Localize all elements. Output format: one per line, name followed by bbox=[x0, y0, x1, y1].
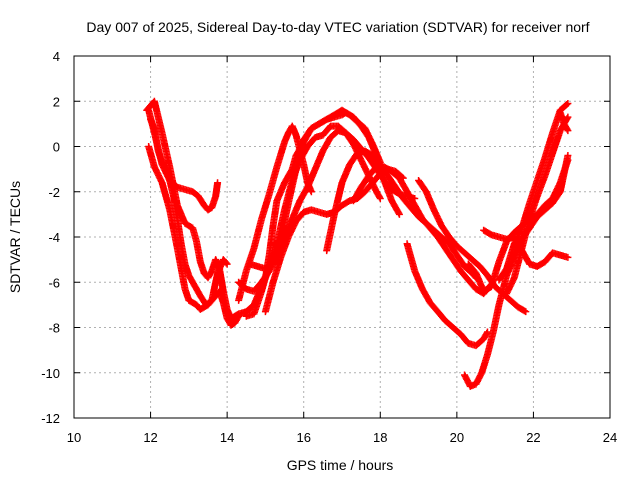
y-tick-label: -10 bbox=[41, 366, 60, 381]
data-point-track-2 bbox=[222, 259, 230, 267]
data-point-track-18 bbox=[564, 113, 572, 121]
y-tick-label: -4 bbox=[48, 230, 60, 245]
x-tick-label: 10 bbox=[67, 430, 81, 445]
x-tick-label: 12 bbox=[143, 430, 157, 445]
data-point-track-20 bbox=[564, 127, 572, 135]
y-tick-label: -8 bbox=[48, 321, 60, 336]
y-tick-label: 2 bbox=[53, 94, 60, 109]
data-point-track-5 bbox=[376, 195, 384, 203]
data-point-track-5 bbox=[376, 193, 384, 201]
grid-lines bbox=[74, 56, 610, 418]
y-tick-label: 4 bbox=[53, 49, 60, 64]
data-point-track-16 bbox=[522, 308, 530, 316]
data-points bbox=[143, 97, 572, 390]
x-tick-label: 16 bbox=[296, 430, 310, 445]
data-point-track-20 bbox=[563, 125, 571, 133]
data-point-track-13 bbox=[483, 329, 491, 337]
data-point-track-6 bbox=[395, 209, 403, 217]
plot-border bbox=[73, 55, 611, 419]
x-tick-label: 24 bbox=[603, 430, 617, 445]
data-point-track-10 bbox=[307, 188, 315, 196]
x-tick-label: 20 bbox=[450, 430, 464, 445]
y-tick-label: -6 bbox=[48, 275, 60, 290]
data-point-track-16 bbox=[520, 307, 528, 315]
x-tick-label: 18 bbox=[373, 430, 387, 445]
y-axis-title: SDTVAR / TECUs bbox=[7, 181, 23, 293]
data-point-track-1 bbox=[214, 179, 222, 187]
y-tick-label: -2 bbox=[48, 185, 60, 200]
data-point-track-2 bbox=[223, 260, 231, 268]
x-tick-label: 14 bbox=[220, 430, 234, 445]
y-tick-label: 0 bbox=[53, 140, 60, 155]
x-tick-label: 22 bbox=[526, 430, 540, 445]
data-point-track-19 bbox=[564, 253, 572, 261]
data-point-track-15 bbox=[564, 156, 572, 164]
chart-title: Day 007 of 2025, Sidereal Day-to-day VTE… bbox=[86, 19, 589, 35]
data-point-track-17 bbox=[564, 100, 572, 108]
data-point-track-6 bbox=[395, 210, 403, 218]
y-tick-label: -12 bbox=[41, 411, 60, 426]
x-axis-title: GPS time / hours bbox=[287, 457, 394, 473]
data-point-track-17 bbox=[563, 100, 571, 108]
